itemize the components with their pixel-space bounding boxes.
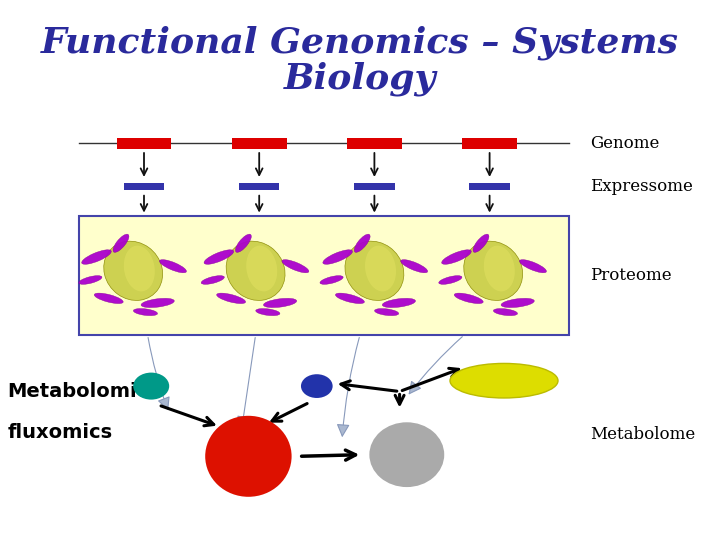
- Bar: [117, 138, 171, 148]
- Ellipse shape: [246, 246, 277, 292]
- Ellipse shape: [520, 260, 546, 273]
- Bar: [239, 183, 279, 190]
- Ellipse shape: [104, 241, 163, 300]
- Ellipse shape: [382, 298, 415, 308]
- Bar: [124, 183, 164, 190]
- Ellipse shape: [235, 234, 251, 252]
- Ellipse shape: [401, 260, 428, 273]
- Ellipse shape: [301, 374, 333, 398]
- Bar: [79, 216, 569, 335]
- Bar: [354, 183, 395, 190]
- Bar: [232, 138, 287, 148]
- Ellipse shape: [369, 422, 444, 487]
- Text: fluxomics: fluxomics: [7, 422, 112, 442]
- Ellipse shape: [454, 293, 483, 303]
- Ellipse shape: [484, 246, 515, 292]
- Text: Functional Genomics – Systems: Functional Genomics – Systems: [41, 26, 679, 60]
- Ellipse shape: [441, 250, 472, 264]
- Bar: [469, 183, 510, 190]
- Ellipse shape: [256, 308, 280, 316]
- Text: Genome: Genome: [590, 134, 660, 152]
- Ellipse shape: [204, 250, 234, 264]
- Ellipse shape: [124, 246, 155, 292]
- Ellipse shape: [323, 250, 353, 264]
- Ellipse shape: [354, 234, 370, 252]
- Text: Proteome: Proteome: [590, 267, 672, 284]
- Text: Expressome: Expressome: [590, 178, 693, 195]
- Ellipse shape: [94, 293, 123, 303]
- Ellipse shape: [365, 246, 396, 292]
- Ellipse shape: [501, 298, 534, 308]
- Ellipse shape: [201, 275, 225, 285]
- Bar: [462, 138, 517, 148]
- Ellipse shape: [141, 298, 174, 308]
- Ellipse shape: [133, 373, 169, 400]
- Ellipse shape: [160, 260, 186, 273]
- Text: Metabolome: Metabolome: [590, 426, 696, 443]
- Ellipse shape: [438, 275, 462, 285]
- Ellipse shape: [205, 416, 292, 497]
- Ellipse shape: [336, 293, 364, 303]
- Ellipse shape: [113, 234, 129, 252]
- Ellipse shape: [217, 293, 246, 303]
- Ellipse shape: [345, 241, 404, 300]
- Ellipse shape: [78, 275, 102, 285]
- Ellipse shape: [464, 241, 523, 300]
- Ellipse shape: [450, 363, 558, 398]
- Text: Biology: Biology: [284, 61, 436, 96]
- Ellipse shape: [473, 234, 489, 252]
- Ellipse shape: [493, 308, 518, 316]
- Ellipse shape: [264, 298, 297, 308]
- Ellipse shape: [320, 275, 343, 285]
- Ellipse shape: [81, 250, 112, 264]
- Bar: [347, 138, 402, 148]
- Ellipse shape: [374, 308, 399, 316]
- Text: Metabolomics: Metabolomics: [7, 382, 160, 401]
- Ellipse shape: [226, 241, 285, 300]
- Ellipse shape: [282, 260, 309, 273]
- Ellipse shape: [133, 308, 158, 316]
